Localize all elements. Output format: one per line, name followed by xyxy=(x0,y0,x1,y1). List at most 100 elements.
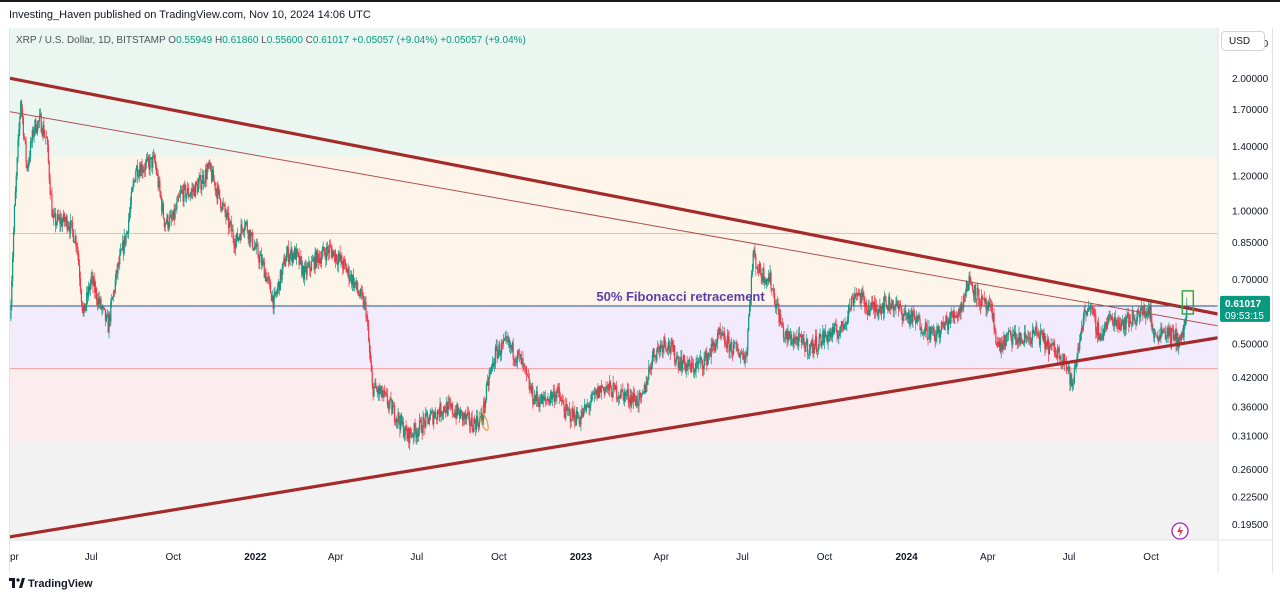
candle-body xyxy=(1056,349,1059,358)
candle-body xyxy=(95,288,97,293)
candle-body xyxy=(783,337,786,339)
candle-body xyxy=(156,173,158,175)
candle-body xyxy=(51,194,53,217)
candle-body xyxy=(319,257,322,264)
candle-body xyxy=(856,292,859,296)
candle-body xyxy=(502,340,504,345)
candle-body xyxy=(1040,330,1042,332)
candle-body xyxy=(84,303,86,311)
candle-body xyxy=(670,341,672,353)
candle-body xyxy=(1151,321,1153,331)
candle-body xyxy=(674,345,676,363)
candle-body xyxy=(1013,334,1015,337)
candle-body xyxy=(753,250,755,253)
candle-body xyxy=(500,353,502,356)
candle-body xyxy=(166,215,168,223)
candle-body xyxy=(14,191,16,206)
candle-body xyxy=(263,261,265,278)
candle-body xyxy=(837,335,839,339)
candle-body xyxy=(690,365,692,372)
candle-body xyxy=(467,412,469,415)
price-tick-label: 0.19500 xyxy=(1232,520,1269,531)
candle-body xyxy=(1010,330,1012,339)
candle-body xyxy=(96,300,99,305)
candle-body xyxy=(1019,332,1021,345)
currency-button[interactable]: USD xyxy=(1221,31,1265,51)
candle-body xyxy=(517,350,519,361)
candle-body xyxy=(963,295,965,307)
price-chart[interactable]: 50% Fibonacci retracement2.400002.000001… xyxy=(10,28,1272,573)
candle-body xyxy=(508,339,510,343)
candle-body xyxy=(306,266,308,275)
candle-body xyxy=(44,136,46,138)
candle-body xyxy=(766,279,769,281)
candle-body xyxy=(296,248,298,253)
tradingview-brand[interactable]: TradingView xyxy=(9,578,93,590)
candle-body xyxy=(724,343,727,345)
candle-body xyxy=(277,287,279,293)
candle-body xyxy=(1094,314,1096,316)
candle-body xyxy=(1159,335,1161,339)
candle-body xyxy=(880,305,882,314)
candle-body xyxy=(865,303,868,311)
candle-body xyxy=(167,215,169,228)
candle-body xyxy=(181,189,183,191)
candle-body xyxy=(477,423,479,428)
candle-body xyxy=(26,161,28,169)
candle-body xyxy=(313,258,315,270)
candle-body xyxy=(715,344,717,352)
candle-body xyxy=(1171,327,1173,344)
candle-body xyxy=(1126,315,1128,319)
candle-body xyxy=(147,156,149,161)
candle-body xyxy=(24,138,26,142)
candle-body xyxy=(684,364,686,372)
candle-body xyxy=(60,218,62,225)
candle-body xyxy=(795,336,797,340)
time-tick-label: 2022 xyxy=(244,552,267,563)
candle-body xyxy=(780,314,782,324)
candle-body xyxy=(1015,340,1017,345)
candle-body xyxy=(665,342,667,349)
candle-body xyxy=(1102,328,1104,340)
candle-body xyxy=(620,389,622,398)
chart-pane[interactable]: 50% Fibonacci retracement2.400002.000001… xyxy=(9,28,1273,573)
candle-body xyxy=(765,279,768,285)
candle-body xyxy=(619,397,621,399)
candle-body xyxy=(899,303,901,307)
candle-body xyxy=(1046,339,1049,347)
candle-body xyxy=(558,390,561,398)
candle-body xyxy=(976,288,978,300)
candle-body xyxy=(673,345,675,352)
candle-body xyxy=(292,253,294,262)
candle-body xyxy=(824,331,827,337)
candle-body xyxy=(983,298,985,302)
candle-body xyxy=(733,342,736,344)
candle-body xyxy=(23,136,25,139)
candle-body xyxy=(192,189,194,192)
candle-body xyxy=(289,253,291,259)
low-label: L xyxy=(261,35,267,46)
candle-body xyxy=(520,354,522,365)
candle-body xyxy=(744,355,746,364)
candle-body xyxy=(840,321,843,327)
candle-body xyxy=(45,137,48,139)
candle-body xyxy=(586,405,588,406)
candle-body xyxy=(707,356,709,366)
candle-body xyxy=(1031,329,1034,341)
candle-body xyxy=(898,303,901,310)
candle-body xyxy=(607,384,609,387)
candle-body xyxy=(15,175,17,192)
candle-body xyxy=(222,203,224,205)
candle-body xyxy=(767,276,769,281)
candle-body xyxy=(1100,333,1102,341)
candle-body xyxy=(274,291,276,295)
candle-body xyxy=(406,431,408,439)
candle-body xyxy=(172,209,174,220)
candle-body xyxy=(512,342,514,360)
candle-body xyxy=(697,361,699,365)
candle-body xyxy=(401,421,404,424)
candle-body xyxy=(813,344,815,354)
candle-body xyxy=(929,326,931,341)
candle-body xyxy=(442,406,445,414)
candle-body xyxy=(868,305,870,316)
